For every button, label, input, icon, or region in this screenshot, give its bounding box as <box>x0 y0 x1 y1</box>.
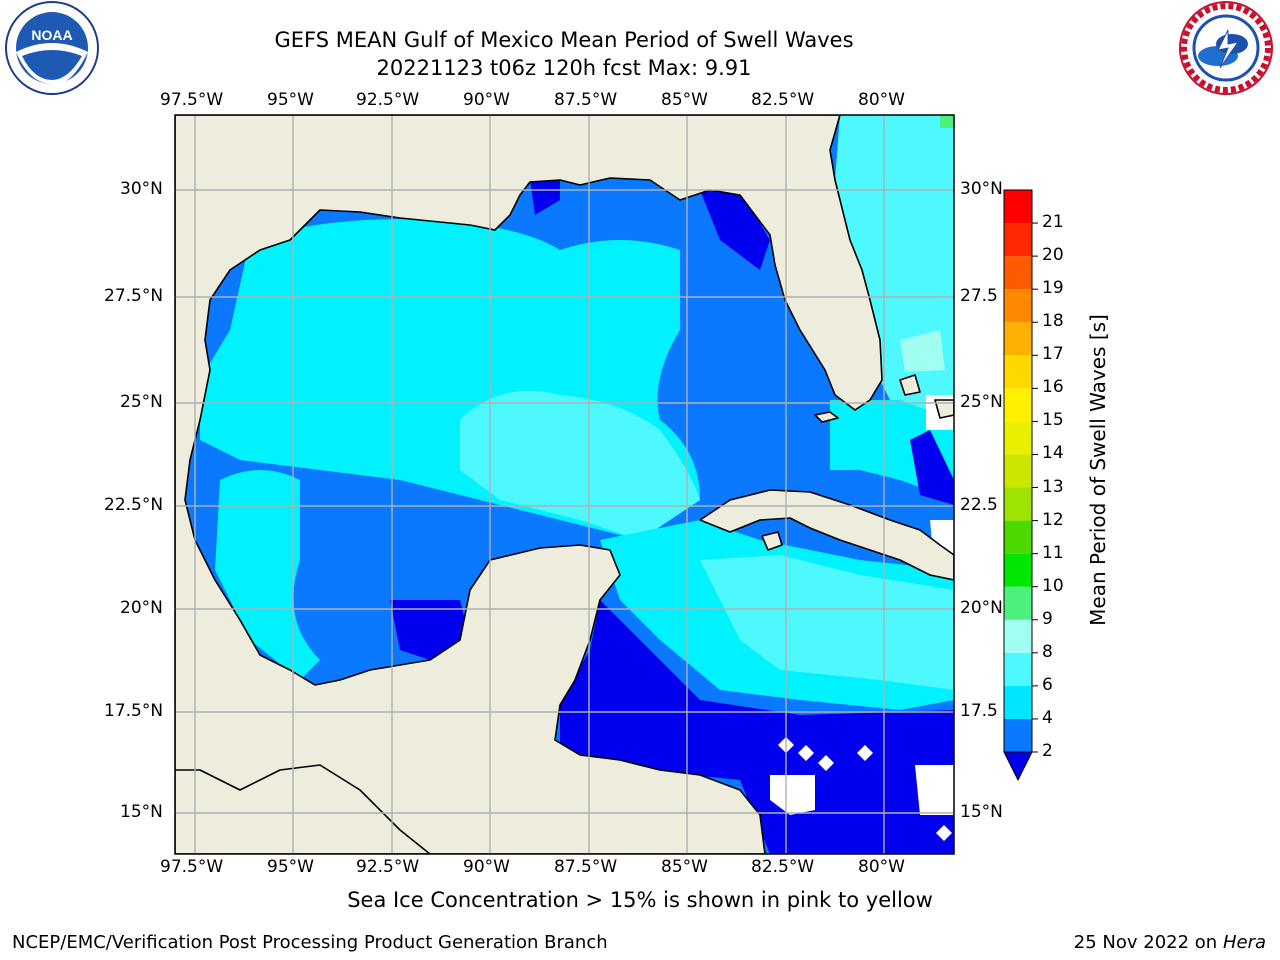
lon-label: 82.5°W <box>751 90 815 110</box>
lat-label: 20°N <box>960 598 1003 618</box>
lat-label: 15°N <box>960 802 1003 822</box>
colorbar-segment <box>1004 553 1032 587</box>
colorbar-segment <box>1004 388 1032 422</box>
colorbar-tick-label: 16 <box>1042 377 1064 398</box>
lon-label: 97.5°W <box>160 857 224 877</box>
lat-label: 15°N <box>120 802 163 822</box>
swell-band-2 <box>560 600 954 854</box>
colorbar-segment <box>1004 685 1032 719</box>
colorbar-tick-label: 4 <box>1042 707 1053 728</box>
swell-band-8-9 <box>900 330 945 372</box>
lat-label: 22.5°N <box>104 495 164 515</box>
swell-band-6 <box>215 470 320 680</box>
colorbar-tick-label: 10 <box>1042 575 1064 596</box>
colorbar-segment <box>1004 322 1032 356</box>
colorbar-tick-label: 21 <box>1042 212 1064 233</box>
lat-label: 30°N <box>960 179 1003 199</box>
lon-label: 80°W <box>858 857 905 877</box>
colorbar-segment <box>1004 619 1032 653</box>
map-title-line1: GEFS MEAN Gulf of Mexico Mean Period of … <box>274 28 854 52</box>
lat-label: 30°N <box>120 179 163 199</box>
lon-label: 92.5°W <box>356 857 420 877</box>
colorbar-segment <box>1004 586 1032 620</box>
colorbar-tick-label: 17 <box>1042 344 1064 365</box>
lon-label: 90°W <box>463 90 510 110</box>
swell-band-2 <box>390 600 470 660</box>
colorbar-tick-label: 14 <box>1042 443 1064 464</box>
colorbar-segment <box>1004 520 1032 554</box>
colorbar-tick-label: 20 <box>1042 245 1064 266</box>
lon-label: 95°W <box>267 857 314 877</box>
colorbar-title: Mean Period of Swell Waves [s] <box>1086 314 1110 626</box>
lat-label: 27.5°N <box>104 286 164 306</box>
map-frame <box>174 114 955 855</box>
noaa-logo: NOAA <box>5 1 99 95</box>
colorbar-tick-label: 19 <box>1042 278 1064 299</box>
colorbar-tick-label: 9 <box>1042 608 1053 629</box>
lat-label: 17.5°N <box>104 701 164 721</box>
colorbar-tick-label: 18 <box>1042 311 1064 332</box>
footer-credit: NCEP/EMC/Verification Post Processing Pr… <box>12 932 608 953</box>
swell-band-2 <box>530 180 560 215</box>
nws-logo <box>1179 1 1273 95</box>
lon-label: 87.5°W <box>554 90 618 110</box>
swell-band-9 <box>940 115 954 128</box>
colorbar-tick-label: 6 <box>1042 674 1053 695</box>
land <box>175 115 954 854</box>
colorbar-segment <box>1004 355 1032 389</box>
colorbar-segment <box>1004 454 1032 488</box>
sea-ice-note: Sea Ice Concentration > 15% is shown in … <box>347 888 933 912</box>
lon-label: 90°W <box>463 857 510 877</box>
swell-band-2 <box>910 430 954 505</box>
lon-label: 80°W <box>858 90 905 110</box>
swell-band-2 <box>700 190 770 270</box>
footer-date: 25 Nov 2022 on Hera <box>1074 932 1266 953</box>
colorbar-tick-label: 2 <box>1042 741 1053 761</box>
map-title-line2: 20221123 t06z 120h fcst Max: 9.91 <box>376 56 752 80</box>
swell-band-8 <box>700 555 954 690</box>
footer-machine: Hera <box>1222 932 1266 953</box>
noaa-logo-text: NOAA <box>31 27 72 43</box>
lon-label: 87.5°W <box>554 857 618 877</box>
colorbar-tick-label: 11 <box>1042 542 1064 563</box>
lon-label: 95°W <box>267 90 314 110</box>
lon-label: 97.5°W <box>160 90 224 110</box>
lat-label: 25°N <box>120 392 163 412</box>
lon-label: 85°W <box>661 857 708 877</box>
colorbar-segment <box>1004 256 1032 290</box>
colorbar-segment <box>1004 652 1032 686</box>
colorbar-segment <box>1004 718 1032 752</box>
colorbar-segment <box>1004 223 1032 257</box>
colorbar <box>1003 189 1038 782</box>
footer-date-text: 25 Nov 2022 on <box>1073 932 1218 953</box>
colorbar-tick-label: 15 <box>1042 410 1064 431</box>
colorbar-segment <box>1004 487 1032 521</box>
lat-label: 22.5 <box>960 495 998 515</box>
lon-label: 85°W <box>661 90 708 110</box>
colorbar-tick-label: 13 <box>1042 476 1064 497</box>
lat-label: 27.5 <box>960 286 998 306</box>
colorbar-segment <box>1004 190 1032 224</box>
lon-label: 82.5°W <box>751 857 815 877</box>
lat-label: 25°N <box>960 392 1003 412</box>
lon-label: 92.5°W <box>356 90 420 110</box>
colorbar-tick-label: 12 <box>1042 509 1064 530</box>
colorbar-extend-arrow <box>1003 751 1033 782</box>
swell-band-8 <box>460 390 700 540</box>
colorbar-segment <box>1004 421 1032 455</box>
colorbar-tick-label: 8 <box>1042 641 1053 662</box>
graticule <box>175 115 954 854</box>
colorbar-frame <box>1003 189 1033 753</box>
map-panel <box>175 115 954 854</box>
lat-label: 17.5 <box>960 701 998 721</box>
colorbar-segment <box>1004 289 1032 323</box>
lat-label: 20°N <box>120 598 163 618</box>
